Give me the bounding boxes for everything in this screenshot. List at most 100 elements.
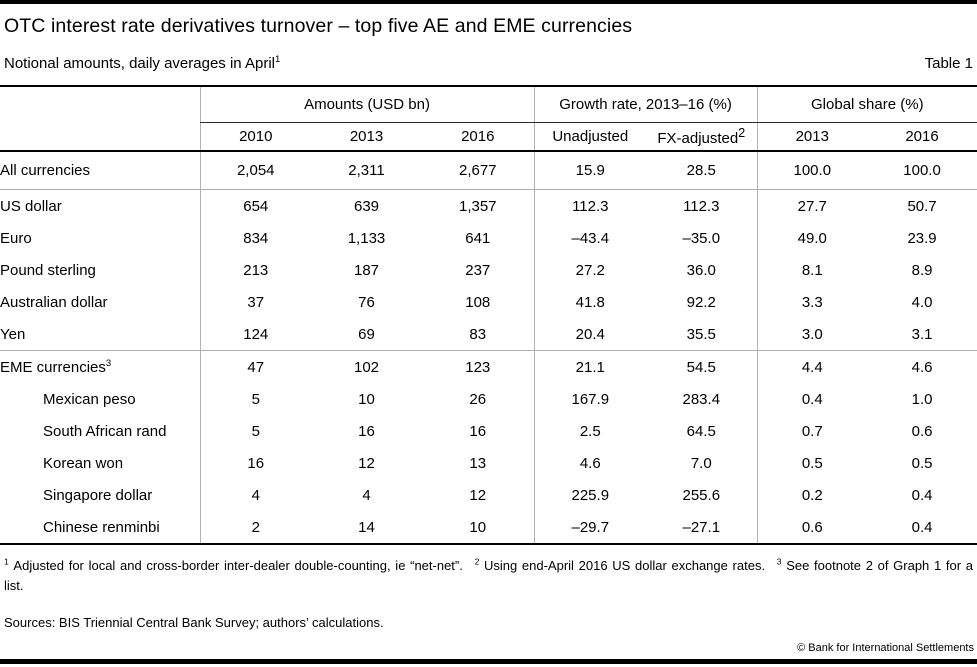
col-header-label: 2013 <box>349 128 384 145</box>
table-cell: 4.0 <box>911 293 933 311</box>
table-cell: 83 <box>422 318 535 351</box>
table-cell: 28.5 <box>646 151 758 190</box>
table-cell: 639 <box>353 197 380 215</box>
table-cell: 3.0 <box>756 318 868 351</box>
row-label: US dollar <box>0 190 200 223</box>
table-row: Mexican peso 5 10 26 167.9 283.4 0.4 1.0 <box>0 383 977 415</box>
subtitle-text: Notional amounts, daily averages in Apri… <box>4 55 275 72</box>
table-row: Pound sterling 213 187 237 27.2 36.0 8.1 8.9 <box>0 254 977 286</box>
col-header-label: Unadjusted <box>552 128 629 145</box>
col-header-unadjusted: Unadjusted <box>533 122 647 152</box>
table-cell: 16 <box>199 447 311 479</box>
table-cell: 0.6 <box>911 422 933 440</box>
row-label: South African rand <box>0 415 200 447</box>
table-cell: 16 <box>358 422 375 440</box>
row-label: Singapore dollar <box>0 479 200 511</box>
table-cell: 7.0 <box>690 454 712 472</box>
row-label-text: South African rand <box>43 422 167 440</box>
table-row: South African rand 5 16 16 2.5 64.5 0.7 0.6 <box>0 415 977 447</box>
table-cell: 108 <box>465 293 491 311</box>
col-header-2016: 2016 <box>867 122 977 152</box>
table-row: Yen 124 69 83 20.4 35.5 3.0 3.1 <box>0 318 977 351</box>
row-label-text: Korean won <box>43 454 124 472</box>
table-cell: 41.8 <box>533 286 647 318</box>
row-label: All currencies <box>0 151 200 190</box>
col-header-2013: 2013 <box>311 122 422 152</box>
table-cell: 21.1 <box>533 350 647 383</box>
table-cell: 15.9 <box>533 151 647 190</box>
table-cell: 2.5 <box>533 415 647 447</box>
footnote-marker-3: 3 <box>776 556 782 567</box>
table-row: US dollar 654 639 1,357 112.3 112.3 27.7 50.7 <box>0 189 977 223</box>
table-cell: 14 <box>358 518 375 536</box>
table-cell: 1.0 <box>911 390 933 408</box>
table-cell: 13 <box>469 454 487 472</box>
table-cell: –29.7 <box>533 511 647 544</box>
table-cell: 255.6 <box>682 486 721 504</box>
col-header-label: FX-adjusted <box>657 130 739 147</box>
footnote-ref-2: 2 <box>738 126 746 140</box>
table-cell: 5 <box>199 383 311 415</box>
row-label: Korean won <box>0 447 200 479</box>
table-cell: 2,311 <box>311 151 422 190</box>
table-cell: 2,677 <box>422 151 535 190</box>
col-header-2016: 2016 <box>422 122 535 152</box>
table-cell: –43.4 <box>533 222 647 254</box>
table-cell: 3.1 <box>867 318 977 351</box>
stub-header <box>0 86 200 123</box>
table-cell: 92.2 <box>686 293 716 311</box>
page-title: OTC interest rate derivatives turnover –… <box>4 15 633 37</box>
row-label-text: All currencies <box>0 162 91 179</box>
footnote-3: 3 See footnote 2 of Graph 1 for a list. <box>4 556 973 593</box>
table-cell: –35.0 <box>682 229 721 247</box>
top-rule <box>0 0 977 4</box>
table-cell: 20.4 <box>533 318 647 351</box>
table-cell: 102 <box>353 358 380 376</box>
column-header-row: 2010 2013 2016 Unadjusted FX-adjusted2 2013 20… <box>0 122 977 152</box>
table-cell: 76 <box>358 293 375 311</box>
row-label: Euro <box>0 222 200 254</box>
table-cell: 112.3 <box>683 197 720 215</box>
table-cell: 100.0 <box>756 151 868 190</box>
table-cell: 26 <box>469 390 487 408</box>
table-subtitle: Notional amounts, daily averages in Apri… <box>4 55 280 72</box>
table-row: Euro 834 1,133 641 –43.4 –35.0 49.0 23.9 <box>0 222 977 254</box>
table-row: Korean won 16 12 13 4.6 7.0 0.5 0.5 <box>0 447 977 479</box>
col-header-label: 2013 <box>795 128 829 145</box>
col-header-fx-adjusted: FX-adjusted2 <box>646 122 758 152</box>
table-cell: 10 <box>469 518 487 536</box>
stub-header <box>0 122 200 152</box>
table-cell: 237 <box>465 261 491 279</box>
footnote-ref-3: 3 <box>105 357 112 369</box>
table-cell: 0.6 <box>756 511 868 544</box>
row-label-text: Yen <box>0 325 26 343</box>
row-label: EME currencies3 <box>0 351 200 384</box>
row-label-text: Euro <box>0 229 32 247</box>
table-cell: 4.6 <box>533 447 647 479</box>
table-cell: 225.9 <box>533 479 647 511</box>
table-cell: 654 <box>199 189 311 222</box>
footnote-marker-2: 2 <box>474 556 480 567</box>
row-label: Pound sterling <box>0 254 200 286</box>
table-cell: 8.1 <box>756 254 868 286</box>
table-cell: 283.4 <box>682 390 721 408</box>
row-label-text: EME currencies <box>0 358 106 376</box>
table-cell: 4.6 <box>911 358 933 376</box>
bottom-rule <box>0 659 977 664</box>
table-cell: –27.1 <box>682 518 721 536</box>
table-cell: 27.7 <box>756 189 868 222</box>
table-row: Australian dollar 37 76 108 41.8 92.2 3.3 4.0 <box>0 286 977 318</box>
table-cell: 16 <box>469 422 487 440</box>
table-cell: 0.2 <box>756 479 868 511</box>
col-header-label: 2016 <box>461 128 495 145</box>
table-cell: 0.5 <box>756 447 868 479</box>
table-cell: 167.9 <box>533 383 647 415</box>
table-cell: 112.3 <box>533 189 647 222</box>
table-cell: 0.4 <box>911 486 933 504</box>
table-cell: 4 <box>199 479 311 511</box>
row-label-text: Chinese renminbi <box>43 518 160 536</box>
table-cell: 35.5 <box>646 318 758 351</box>
table-cell: 12 <box>358 454 375 472</box>
table-cell: 0.7 <box>756 415 868 447</box>
